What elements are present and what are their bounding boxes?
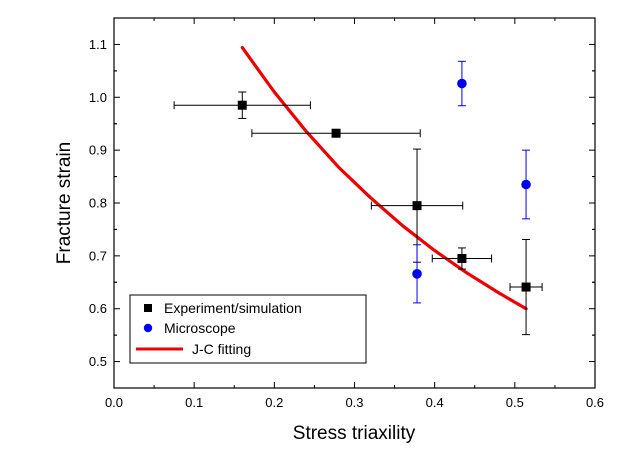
legend-label-experiment: Experiment/simulation (164, 300, 302, 316)
x-tick-label: 0.5 (506, 395, 524, 410)
experiment-point (457, 254, 467, 263)
experiment-point (521, 282, 531, 292)
y-tick-label: 0.7 (89, 248, 107, 263)
jc-fitting-curve (240, 45, 528, 311)
x-tick-label: 0.3 (345, 395, 363, 410)
experiment-layer (173, 91, 543, 336)
experiment-point (237, 100, 247, 110)
microscope-point (457, 78, 467, 89)
y-tick-label: 1.1 (89, 37, 107, 52)
y-tick-label: 0.6 (89, 301, 107, 316)
x-tick-label: 0.6 (586, 395, 604, 410)
legend-label-jc: J-C fitting (192, 341, 251, 357)
y-axis-title: Fracture strain (54, 142, 75, 264)
axis-ticks (113, 18, 596, 388)
y-tick-labels: 0.5 0.6 0.7 0.8 0.9 1.0 1.1 (89, 37, 107, 369)
microscope-point (412, 269, 422, 279)
legend-label-microscope: Microscope (164, 320, 236, 336)
legend-marker-experiment (144, 304, 152, 312)
microscope-layer (412, 60, 531, 304)
legend: Experiment/simulation Microscope J-C fit… (129, 294, 367, 364)
x-tick-label: 0.2 (265, 395, 283, 410)
x-tick-label: 0.1 (185, 395, 203, 410)
y-tick-label: 0.9 (89, 143, 107, 158)
x-tick-label: 0.4 (426, 395, 444, 410)
jc-fitting-layer (240, 45, 528, 311)
y-tick-label: 1.0 (89, 90, 107, 105)
y-tick-label: 0.5 (89, 354, 107, 369)
legend-marker-microscope (143, 323, 153, 333)
x-tick-label: 0.0 (105, 395, 123, 410)
x-axis-title: Stress triaxility (293, 423, 416, 444)
experiment-point (412, 201, 422, 211)
y-tick-label: 0.8 (89, 196, 107, 211)
x-tick-labels: 0.0 0.1 0.2 0.3 0.4 0.5 0.6 (105, 395, 604, 410)
legend-box (129, 294, 367, 364)
experiment-point (331, 128, 341, 138)
microscope-point (521, 179, 531, 190)
